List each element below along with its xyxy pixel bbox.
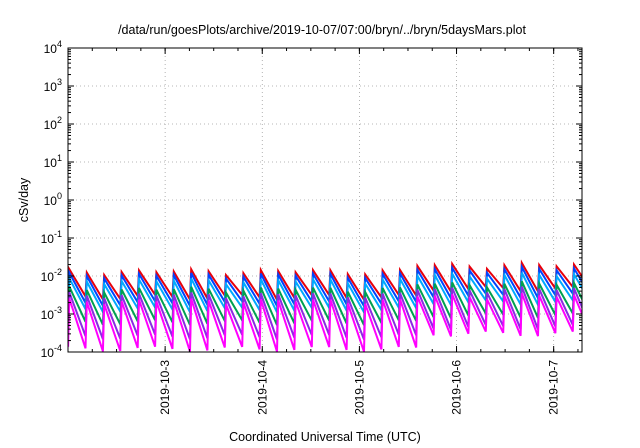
- y-tick-label: 10-2: [41, 267, 62, 284]
- ticks: [67, 47, 582, 353]
- y-tick-label: 101: [44, 153, 62, 170]
- x-axis-label: Coordinated Universal Time (UTC): [229, 430, 421, 444]
- x-tick-label: 2019-10-3: [158, 360, 172, 415]
- grid: [68, 48, 582, 352]
- y-tick-label: 10-1: [41, 229, 62, 246]
- y-tick-label: 102: [44, 115, 62, 132]
- y-tick-label: 10-3: [41, 305, 62, 322]
- x-tick-label: 2019-10-7: [547, 360, 561, 415]
- x-tick-label: 2019-10-5: [352, 360, 366, 415]
- y-tick-label: 100: [44, 191, 62, 208]
- chart-title: /data/run/goesPlots/archive/2019-10-07/0…: [118, 23, 526, 37]
- x-tick-label: 2019-10-6: [450, 360, 464, 415]
- y-tick-labels: 10-4 10-3 10-2 10-1 100 101 102 103 104: [41, 39, 62, 360]
- y-tick-label: 104: [44, 39, 62, 56]
- y-axis-label: cSv/day: [17, 177, 31, 222]
- x-tick-label: 2019-10-4: [255, 360, 269, 415]
- y-tick-label: 103: [44, 77, 62, 94]
- x-tick-labels: 2019-10-3 2019-10-4 2019-10-5 2019-10-6 2019…: [158, 360, 561, 415]
- y-tick-label: 10-4: [41, 343, 62, 360]
- series-layer: [68, 259, 582, 352]
- series-line: [68, 292, 582, 352]
